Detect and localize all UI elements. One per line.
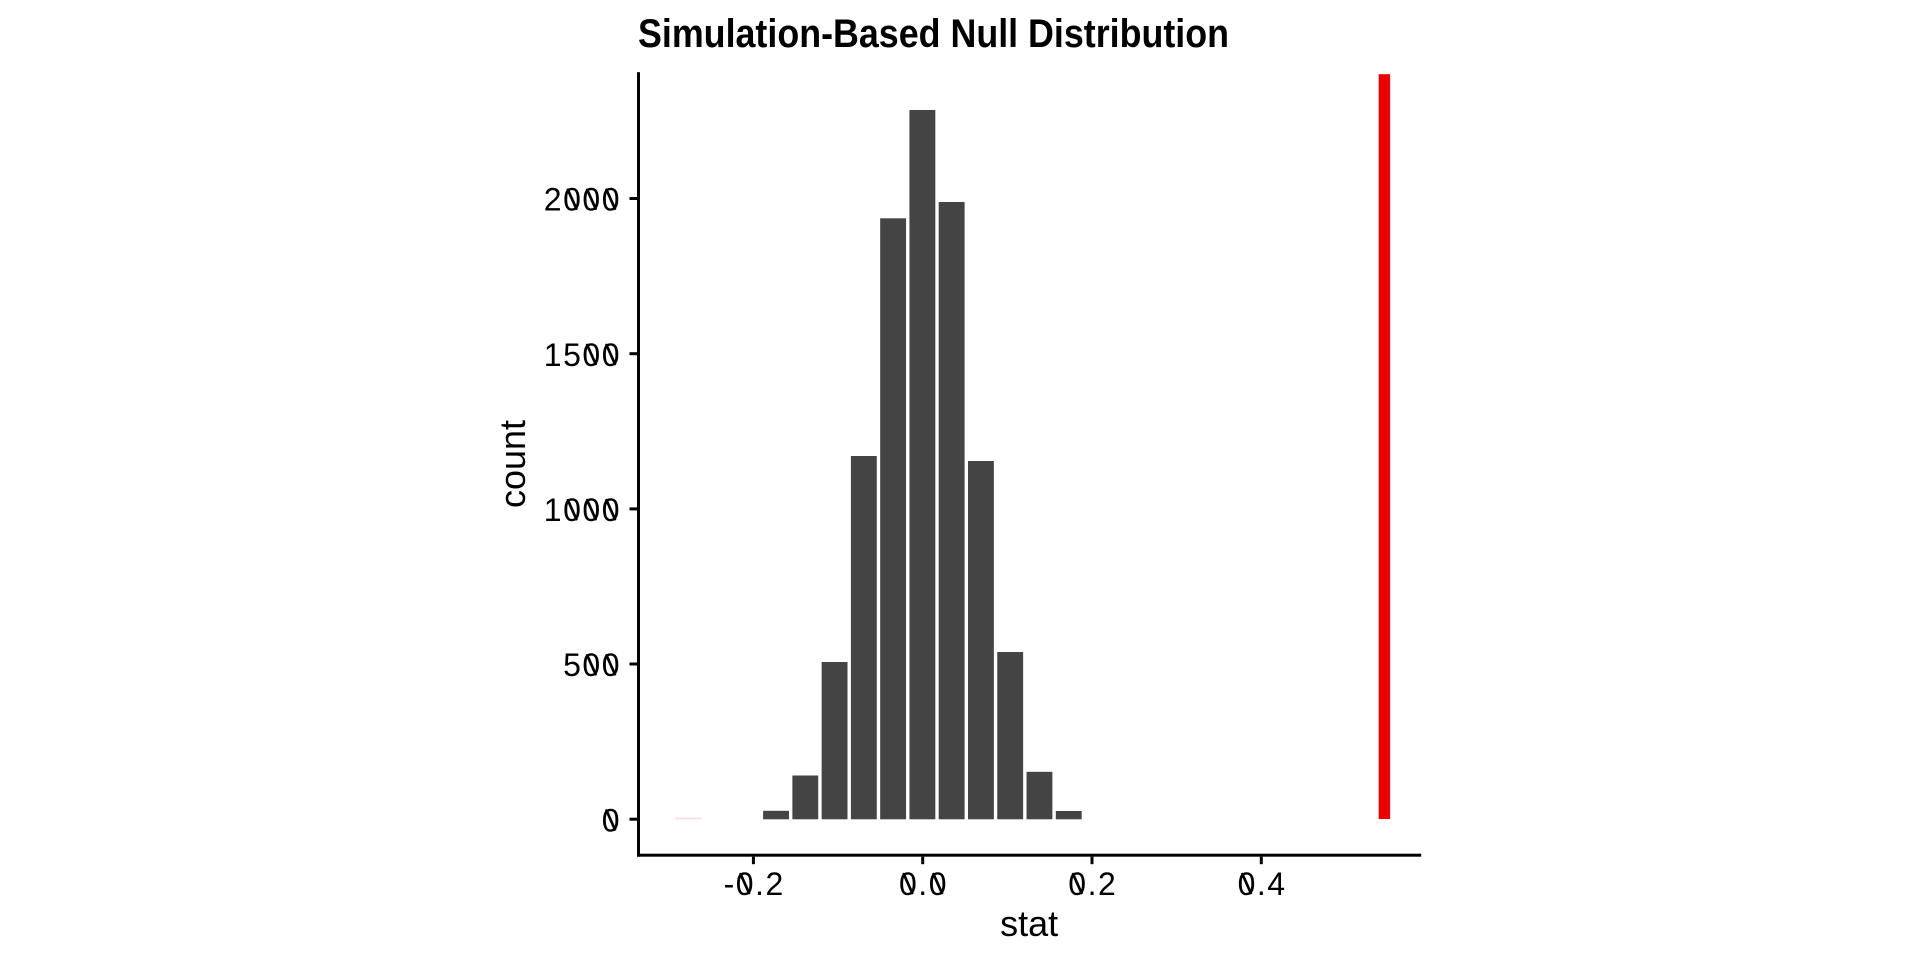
svg-text:count: count: [492, 420, 533, 508]
svg-text:0.2: 0.2: [1068, 866, 1117, 902]
svg-text:1500: 1500: [544, 337, 621, 373]
svg-text:0.4: 0.4: [1238, 866, 1287, 902]
svg-text:stat: stat: [1000, 903, 1058, 944]
svg-text:0.0: 0.0: [899, 866, 948, 902]
svg-text:1000: 1000: [544, 492, 621, 528]
svg-text:2000: 2000: [544, 182, 621, 218]
svg-text:Simulation-Based Null Distribu: Simulation-Based Null Distribution: [638, 12, 1229, 56]
svg-text:-0.2: -0.2: [724, 866, 785, 902]
